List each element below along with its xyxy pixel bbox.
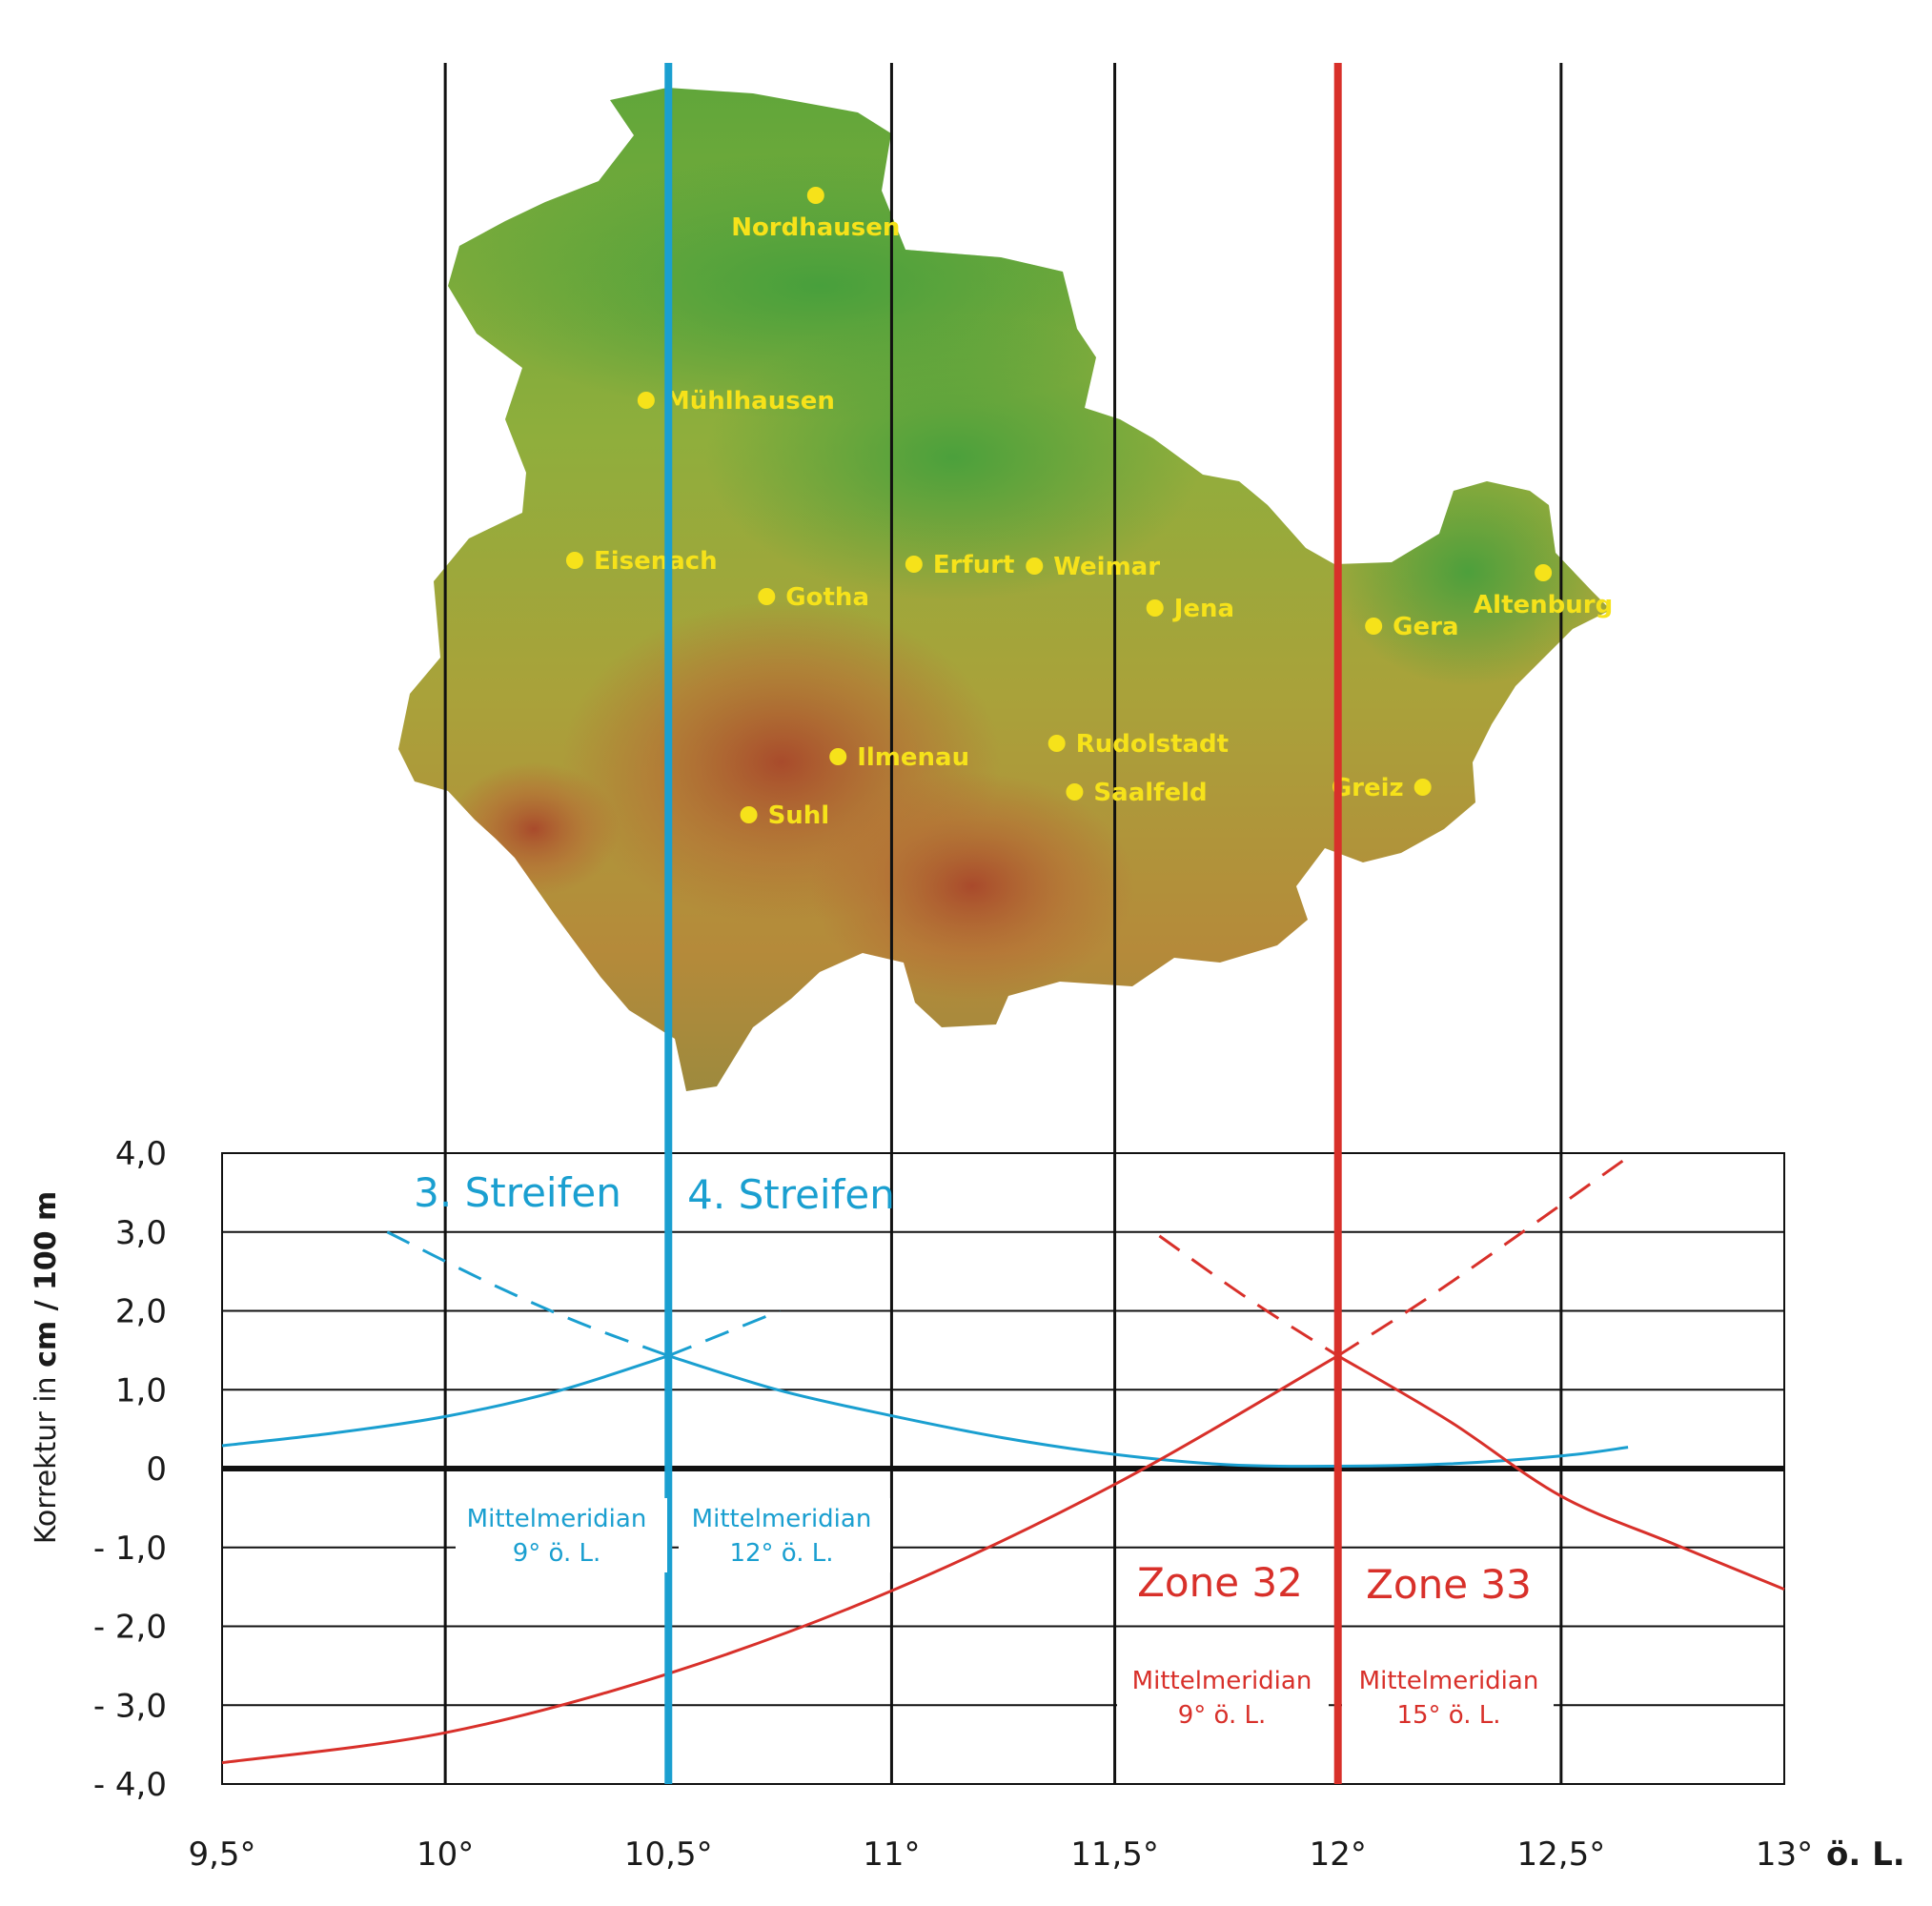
note-gk-left-line1: Mittelmeridian bbox=[467, 1505, 647, 1533]
x-tick-label: 10° bbox=[417, 1835, 474, 1874]
city-dot bbox=[1365, 618, 1383, 635]
city-dot bbox=[740, 806, 758, 823]
note-utm-left-line2: 9° ö. L. bbox=[1178, 1701, 1267, 1730]
y-tick-label: 3,0 bbox=[115, 1214, 167, 1252]
city-label: Nordhausen bbox=[731, 213, 900, 242]
y-axis-label-prefix: Korrektur in bbox=[30, 1368, 63, 1544]
city-dot bbox=[565, 552, 583, 569]
label-zone-32: Zone 32 bbox=[1137, 1559, 1303, 1606]
city-label: Saalfeld bbox=[1093, 779, 1207, 807]
y-tick-label: - 2,0 bbox=[93, 1609, 167, 1647]
y-tick-label: 1,0 bbox=[115, 1371, 167, 1409]
note-gk-right-line1: Mittelmeridian bbox=[692, 1505, 872, 1533]
note-gk-left: Mittelmeridian 9° ö. L. bbox=[456, 1498, 667, 1572]
y-axis-label-unit: cm / 100 m bbox=[30, 1191, 63, 1368]
note-utm-right-line1: Mittelmeridian bbox=[1359, 1667, 1539, 1695]
city-dot bbox=[637, 392, 655, 409]
note-utm-right-line2: 15° ö. L. bbox=[1396, 1701, 1500, 1730]
city-label: Jena bbox=[1172, 595, 1234, 623]
note-gk-right: Mittelmeridian 12° ö. L. bbox=[679, 1498, 890, 1572]
x-tick-label: 11° bbox=[863, 1835, 920, 1874]
city-dot bbox=[1026, 558, 1044, 575]
y-tick-label: - 3,0 bbox=[93, 1687, 167, 1725]
label-zone-33: Zone 33 bbox=[1366, 1561, 1532, 1608]
city-dot bbox=[1413, 779, 1432, 796]
series-line bbox=[221, 1354, 669, 1448]
city-label: Greiz bbox=[1332, 774, 1404, 802]
series-line bbox=[221, 1354, 1339, 1765]
y-tick-label: 2,0 bbox=[115, 1293, 167, 1331]
note-gk-left-line2: 9° ö. L. bbox=[513, 1539, 601, 1568]
x-tick-label: 10,5° bbox=[624, 1835, 713, 1874]
note-gk-right-line2: 12° ö. L. bbox=[729, 1539, 833, 1568]
label-4-streifen: 4. Streifen bbox=[687, 1171, 895, 1218]
x-tick-label: 12° bbox=[1310, 1835, 1367, 1874]
y-tick-label: 4,0 bbox=[115, 1135, 167, 1173]
mid-meridian-lines bbox=[664, 63, 1342, 1784]
city-label: Gera bbox=[1393, 613, 1458, 641]
city-dot bbox=[1146, 599, 1164, 617]
city-dot bbox=[806, 187, 824, 204]
series-line bbox=[667, 1309, 781, 1358]
city-label: Mühlhausen bbox=[665, 387, 835, 416]
city-label: Altenburg bbox=[1474, 591, 1613, 619]
relief-map bbox=[398, 88, 1611, 1091]
city-dot bbox=[1047, 735, 1066, 752]
city-dot bbox=[1066, 783, 1084, 801]
city-label: Gotha bbox=[785, 583, 869, 612]
series-line bbox=[667, 1354, 1629, 1469]
city-label: Rudolstadt bbox=[1076, 730, 1229, 759]
x-tick-label: 11,5° bbox=[1070, 1835, 1159, 1874]
city-dot bbox=[1535, 564, 1553, 581]
series-line bbox=[1336, 1155, 1629, 1357]
city-label: Suhl bbox=[768, 801, 830, 830]
y-tick-label: - 4,0 bbox=[93, 1766, 167, 1804]
city-dot bbox=[829, 748, 847, 765]
y-axis-label: Korrektur in cm / 100 m bbox=[30, 1191, 63, 1545]
x-tick-label: 9,5° bbox=[188, 1835, 255, 1874]
city-dot bbox=[905, 556, 923, 573]
city-label: Ilmenau bbox=[857, 743, 969, 772]
x-axis-unit: ö. L. bbox=[1826, 1835, 1905, 1874]
series-line bbox=[386, 1230, 669, 1358]
series-line bbox=[1158, 1234, 1339, 1357]
x-tick-label: 12,5° bbox=[1517, 1835, 1606, 1874]
city-dot bbox=[758, 588, 776, 605]
city-label: Erfurt bbox=[933, 551, 1015, 579]
series-line bbox=[1336, 1354, 1785, 1591]
y-tick-label: - 1,0 bbox=[93, 1530, 167, 1568]
x-axis-ticks: 9,5° 10° 10,5° 11° 11,5° 12° 12,5° 13° bbox=[188, 1835, 1813, 1874]
note-utm-right: Mittelmeridian 15° ö. L. bbox=[1342, 1660, 1554, 1734]
y-tick-label: 0 bbox=[146, 1450, 167, 1489]
city-markers: Nordhausen Mühlhausen Eisenach Gotha Erfurt W… bbox=[565, 187, 1613, 830]
city-label: Eisenach bbox=[594, 547, 718, 576]
note-utm-left: Mittelmeridian 9° ö. L. bbox=[1117, 1660, 1329, 1734]
city-label: Weimar bbox=[1053, 553, 1160, 581]
correction-curves bbox=[221, 1155, 1785, 1765]
y-axis-ticks: 4,0 3,0 2,0 1,0 0 - 1,0 - 2,0 - 3,0 - 4,0 bbox=[93, 1135, 167, 1804]
label-3-streifen: 3. Streifen bbox=[414, 1169, 621, 1216]
x-tick-label: 13° bbox=[1756, 1835, 1813, 1874]
note-utm-left-line1: Mittelmeridian bbox=[1132, 1667, 1312, 1695]
